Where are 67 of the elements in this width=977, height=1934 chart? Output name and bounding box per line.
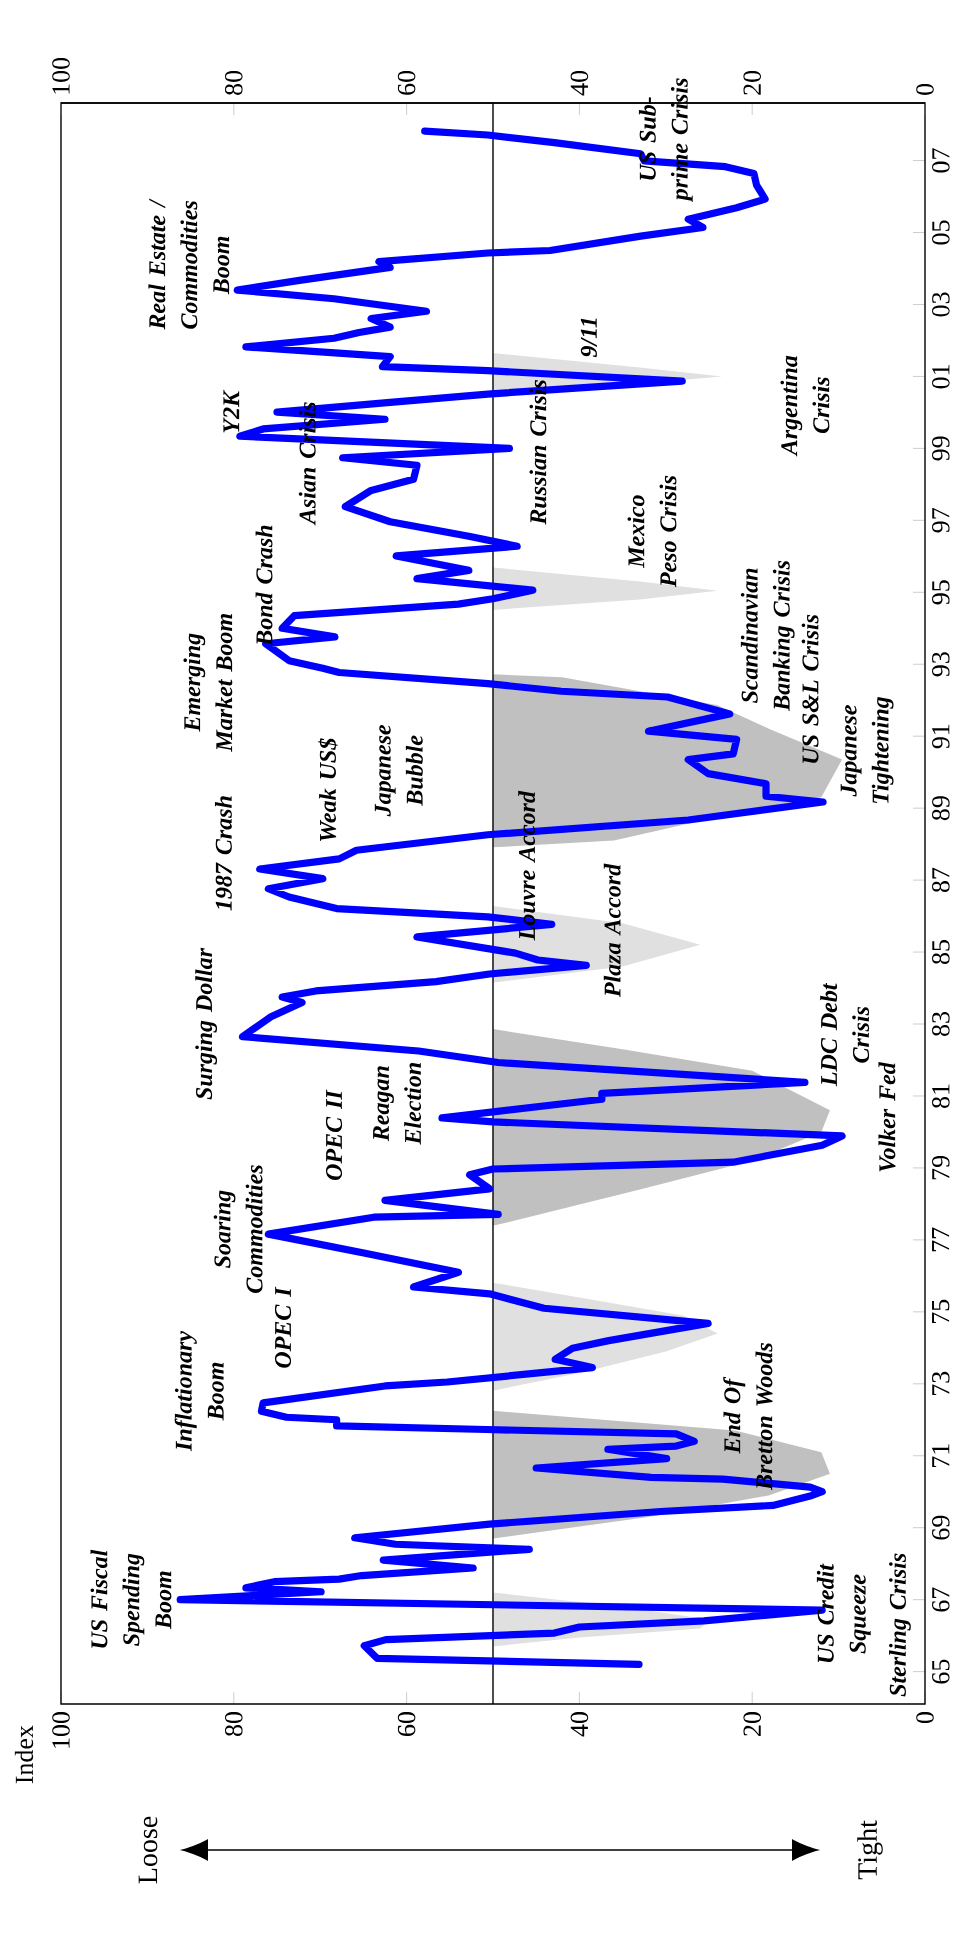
annotation: 9/11: [580, 318, 597, 358]
annotation: Volker Fed: [878, 1061, 896, 1172]
y-tick-label: 91: [932, 724, 950, 749]
y-tick-label: 75: [932, 1299, 950, 1324]
annotation: Emerging Market Boom: [183, 614, 233, 752]
text: Tight: [857, 1820, 883, 1880]
annotation: OPEC I: [274, 1286, 292, 1368]
annotation: Plaza Accord: [603, 863, 621, 998]
annotation: Real Estate / Commodities Boom: [148, 198, 230, 330]
annotation: Inflationary Boom: [174, 1330, 224, 1452]
annotation: Surging Dollar: [195, 947, 218, 1100]
annotation: US S&L Crisis: [801, 614, 819, 763]
x-tick-label: 100: [52, 57, 70, 94]
x-tick-label: 20: [743, 70, 761, 95]
x2-tick-label: 100: [52, 1712, 70, 1748]
annotation: Soaring Commodities: [213, 1165, 263, 1293]
y-tick-label: 95: [932, 580, 950, 605]
y-tick-label: 71: [932, 1444, 950, 1468]
text: Loose: [138, 1816, 158, 1884]
y-tick-label: 87: [932, 867, 950, 893]
annotation: Bond Crash: [255, 525, 273, 647]
y-tick-label: 93: [932, 652, 950, 677]
y-tick-label: 01: [932, 364, 950, 389]
annotation: Mexico Peso Crisis: [627, 475, 677, 588]
annotation: Japanese Tightening: [840, 696, 894, 804]
annotation: Japanese Bubble: [374, 724, 423, 817]
annotation: Asian Crisis: [298, 402, 316, 526]
y-tick-label: 79: [932, 1156, 950, 1180]
y-tick-label: 99: [932, 436, 950, 461]
y-tick-label: 77: [932, 1227, 950, 1252]
y-tick-label: 73: [932, 1371, 950, 1396]
y-tick-label: 83: [932, 1012, 950, 1037]
text: Index: [14, 1725, 34, 1784]
y-tick-label: 81: [932, 1084, 950, 1108]
x2-tick-label: 60: [397, 1712, 416, 1736]
y-tick-label: 65: [932, 1659, 950, 1684]
x-tick-label: 40: [570, 70, 589, 96]
annotation: Sterling Crisis: [889, 1553, 911, 1697]
annotation: US Fiscal Spending Boom: [90, 1549, 172, 1648]
annotation: Reagan Election: [373, 1063, 422, 1145]
x-tick-label: 0: [916, 83, 934, 95]
y-tick-label: 97: [932, 508, 950, 533]
x2-tick-label: 40: [570, 1712, 589, 1737]
y-tick-label: 85: [932, 940, 950, 965]
annotation: 1987 Crash: [214, 796, 232, 911]
x2-tick-label: 20: [743, 1712, 761, 1736]
annotation: Argentina Crisis: [780, 355, 830, 457]
x2-tick-label: 0: [916, 1712, 934, 1724]
y-tick-label: 03: [932, 292, 950, 317]
annotation: OPEC II: [325, 1089, 343, 1181]
y-tick-label: 69: [932, 1515, 950, 1540]
annotation: End Of Bretton Woods: [723, 1343, 773, 1491]
x2-tick-label: 80: [225, 1712, 243, 1737]
y-tick-label: 07: [932, 148, 950, 173]
y-tick-label: 67: [932, 1587, 950, 1612]
annotation: Scandinavian Banking Crisis: [740, 560, 795, 712]
annotation: Russian Crisis: [529, 380, 547, 525]
annotation: Y2K: [223, 389, 240, 433]
x-tick-label: 80: [225, 70, 243, 95]
annotation: LDC Debt Crisis: [820, 982, 870, 1087]
annotation: US Credit Squeeze: [816, 1563, 871, 1663]
y-tick-label: 05: [932, 220, 950, 245]
annotation: US Sub-prime Crisis: [638, 78, 693, 203]
y-tick-label: 89: [932, 796, 950, 821]
annotation: Louvre Accord: [518, 790, 536, 941]
x-tick-label: 60: [397, 70, 416, 95]
annotation: Weak US$: [318, 738, 338, 841]
